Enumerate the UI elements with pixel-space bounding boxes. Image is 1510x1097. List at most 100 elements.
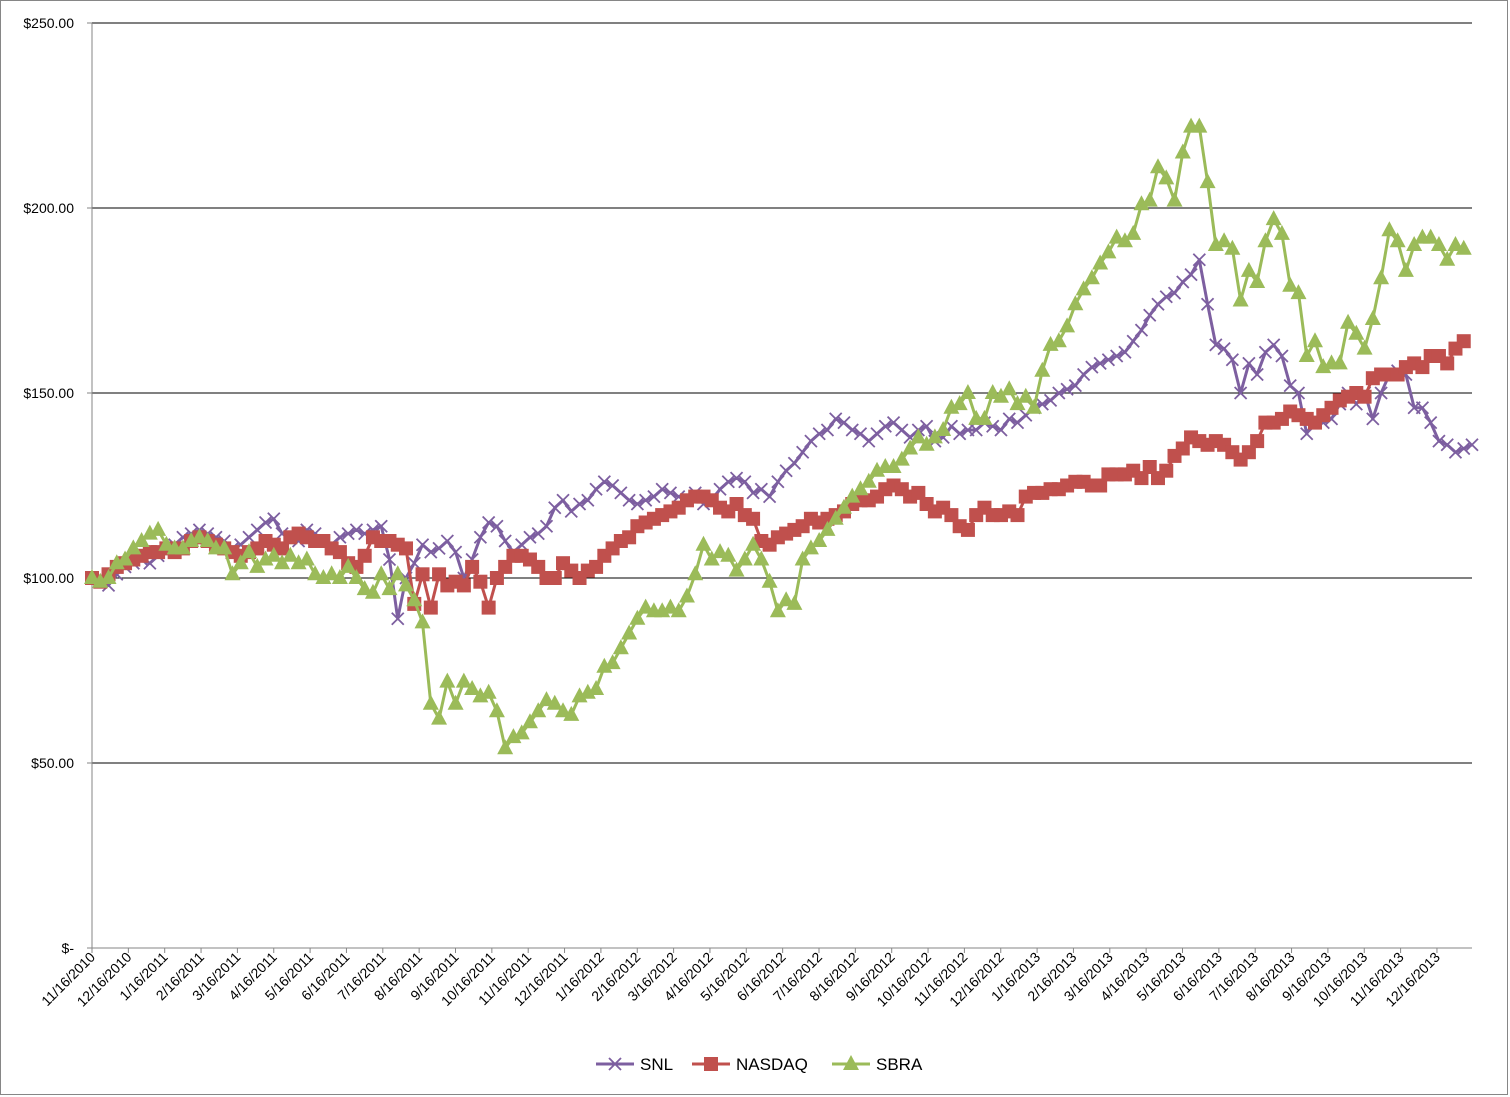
data-point-sbra [555, 702, 572, 718]
legend-marker-nasdaq [704, 1057, 718, 1071]
data-point-snl [258, 515, 273, 530]
data-point-sbra [918, 435, 935, 451]
data-point-sbra [389, 565, 406, 581]
data-point-sbra [1199, 173, 1216, 189]
data-point-sbra [150, 520, 167, 536]
data-point-sbra [786, 594, 803, 610]
data-point-sbra [893, 450, 910, 466]
data-point-sbra [530, 702, 547, 718]
data-point-sbra [563, 705, 580, 721]
y-tick-label: $250.00 [23, 15, 74, 31]
y-tick-label: $100.00 [23, 570, 74, 586]
data-point-snl [639, 493, 653, 507]
data-point-sbra [84, 569, 100, 584]
data-point-sbra [100, 569, 117, 584]
series-sbra [84, 117, 1472, 755]
data-point-sbra [1174, 143, 1191, 159]
data-point-sbra [1240, 261, 1257, 277]
data-point-snl [267, 512, 281, 526]
data-point-snl [1060, 382, 1074, 396]
data-point-snl [1093, 356, 1107, 371]
legend-label: SBRA [876, 1055, 923, 1074]
data-point-sbra [1166, 191, 1183, 207]
data-point-sbra [959, 384, 976, 399]
data-point-snl [1184, 267, 1198, 282]
legend-marker-sbra [843, 1055, 859, 1070]
data-point-sbra [274, 554, 291, 570]
data-point-snl [796, 445, 810, 459]
data-point-snl [994, 423, 1008, 437]
data-point-sbra [1232, 291, 1249, 307]
data-point-sbra [1257, 232, 1274, 248]
data-point-sbra [1191, 117, 1208, 133]
y-tick-label: $200.00 [23, 200, 74, 216]
data-point-snl [721, 475, 735, 489]
data-point-sbra [431, 709, 448, 725]
data-point-sbra [1017, 387, 1034, 403]
data-point-sbra [588, 680, 605, 695]
data-point-sbra [199, 532, 216, 547]
data-point-snl [1300, 427, 1314, 441]
data-point-snl [523, 530, 537, 544]
data-point-nasdaq [1241, 445, 1256, 460]
data-point-nasdaq [622, 530, 637, 545]
data-point-sbra [422, 694, 439, 710]
data-point-nasdaq [1159, 463, 1174, 478]
data-point-sbra [819, 520, 836, 536]
data-point-sbra [1067, 295, 1084, 311]
data-point-snl [482, 515, 496, 530]
data-point-sbra [687, 565, 704, 581]
data-point-sbra [1026, 398, 1043, 414]
data-point-snl [498, 534, 512, 548]
data-point-snl [738, 475, 752, 489]
data-point-snl [1291, 386, 1306, 400]
data-point-sbra [497, 739, 514, 755]
data-point-snl [490, 519, 504, 533]
data-point-snl [597, 475, 611, 489]
data-point-sbra [307, 565, 324, 581]
data-point-sbra [778, 591, 795, 607]
data-point-sbra [885, 458, 902, 473]
data-point-sbra [1381, 221, 1398, 237]
x-axis-tick-labels: 11/16/201012/16/20101/16/20112/16/20113/… [38, 949, 1443, 1010]
data-point-snl [919, 419, 934, 433]
legend-marker-snl [608, 1057, 622, 1071]
data-point-snl [663, 486, 678, 500]
data-point-sbra [794, 550, 811, 566]
data-point-sbra [406, 591, 423, 607]
data-point-snl [1192, 253, 1206, 267]
data-point-sbra [1249, 273, 1266, 288]
y-axis-tick-labels: $- $50.00 $100.00 $150.00 $200.00 $250.00 [23, 15, 74, 956]
data-point-sbra [802, 539, 819, 555]
data-point-nasdaq [357, 548, 372, 563]
data-point-sbra [976, 409, 993, 425]
data-point-sbra [1273, 224, 1290, 240]
data-point-nasdaq [423, 600, 438, 615]
data-point-nasdaq [1134, 471, 1149, 486]
data-point-sbra [670, 602, 687, 618]
data-point-snl [374, 519, 388, 533]
data-point-snl [771, 475, 785, 489]
data-point-sbra [414, 613, 431, 629]
data-point-sbra [621, 624, 638, 640]
data-point-sbra [224, 565, 241, 581]
data-point-sbra [852, 480, 869, 496]
data-point-sbra [348, 569, 365, 584]
data-point-sbra [1141, 191, 1158, 207]
data-point-sbra [827, 509, 844, 525]
data-point-sbra [951, 395, 968, 411]
data-point-nasdaq [332, 545, 347, 560]
data-point-snl [1134, 323, 1149, 337]
data-point-snl [630, 497, 645, 511]
data-point-sbra [232, 554, 249, 570]
data-point-nasdaq [1093, 478, 1108, 493]
data-point-sbra [902, 439, 919, 455]
data-point-snl [1209, 338, 1223, 352]
data-point-sbra [612, 639, 629, 655]
data-point-nasdaq [589, 559, 604, 574]
data-point-sbra [662, 598, 679, 614]
y-tick-label: $150.00 [23, 385, 74, 401]
data-point-snl [787, 456, 802, 470]
data-point-sbra [1348, 324, 1365, 340]
